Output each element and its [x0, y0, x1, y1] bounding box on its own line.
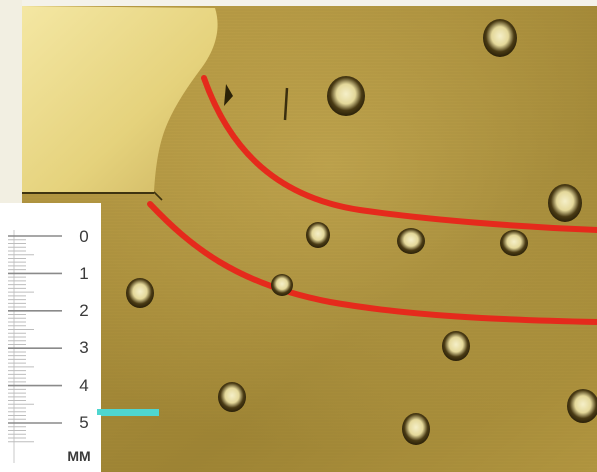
scale-marker — [97, 409, 101, 415]
pit — [271, 274, 293, 296]
pit — [500, 230, 528, 256]
scale-label-0: 0 — [79, 227, 89, 246]
scale-label-5: 5 — [79, 413, 89, 432]
boundary-notch — [153, 191, 163, 201]
pit — [548, 184, 582, 222]
red-trace-upper — [201, 75, 597, 233]
left-border — [0, 0, 22, 203]
scale-unit-label: MM — [67, 448, 91, 464]
scale-label-1: 1 — [79, 264, 89, 283]
top-border — [0, 0, 597, 6]
pit — [442, 331, 470, 361]
coating-region — [22, 6, 218, 192]
pit — [397, 228, 425, 254]
pit — [567, 389, 597, 423]
pit — [327, 76, 365, 116]
red-trace-lower — [147, 201, 597, 325]
scale-label-2: 2 — [79, 301, 89, 320]
pit — [218, 382, 246, 412]
ruler-ticks — [8, 230, 101, 463]
pit — [402, 413, 430, 445]
pit — [126, 278, 154, 308]
scale-label-4: 4 — [79, 376, 89, 395]
pit-markers — [126, 19, 597, 445]
scratch-mark — [283, 87, 289, 121]
pit — [306, 222, 330, 248]
mm-scale-ruler: 0 1 2 3 4 5 MM — [0, 203, 101, 472]
scale-marker-bar — [97, 409, 159, 416]
scale-label-3: 3 — [79, 338, 89, 357]
scratch-mark — [224, 84, 233, 106]
pit — [483, 19, 517, 57]
